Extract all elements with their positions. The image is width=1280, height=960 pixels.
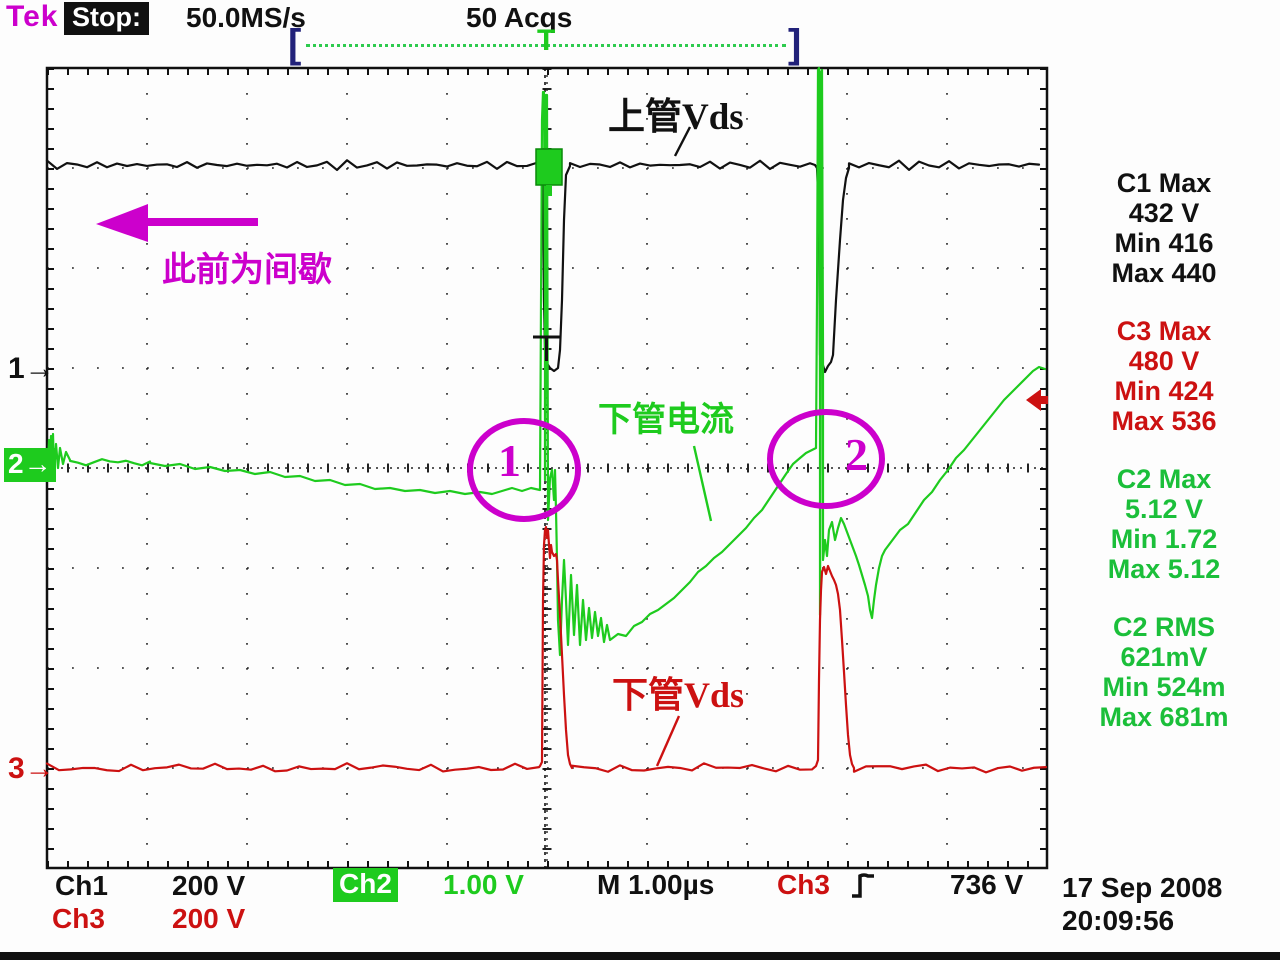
measurement-block: C1 Max 432 V Min 416 Max 440: [1056, 168, 1272, 288]
annotation-leader-line-3: [655, 715, 681, 767]
measurement-line: 432 V: [1128, 198, 1200, 228]
window-bracket-right: ]: [788, 22, 802, 66]
window-dotted-line: [306, 44, 786, 47]
measurement-line: 480 V: [1128, 346, 1200, 376]
ch2-scale-readout: 1.00 V: [443, 869, 524, 900]
measurement-readouts: C1 Max 432 V Min 416 Max 440 C3 Max 480 V Min …: [1056, 168, 1272, 760]
highlight-circle-2: [767, 409, 885, 509]
trigger-point-flag: [535, 148, 563, 186]
measurement-line: Max 5.12: [1107, 554, 1221, 584]
timebase-readout: M 1.00µs: [597, 869, 715, 900]
trigger-slope-icon: [852, 873, 874, 898]
measurement-line: Min 524m: [1102, 672, 1226, 702]
trace-ch1: [45, 159, 1041, 374]
measurement-line: Min 424: [1114, 376, 1214, 406]
measurement-line: 5.12 V: [1124, 494, 1204, 524]
annotation-leader-line-2: [692, 445, 713, 522]
time-readout: 20:09:56: [1062, 905, 1175, 936]
measurement-line: Max 681m: [1099, 702, 1229, 732]
measurement-line: Max 440: [1111, 258, 1217, 288]
measurement-line: 621mV: [1120, 642, 1208, 672]
ch1-reference-marker: 1→: [8, 352, 55, 385]
intermittent-label: 此前为间歇: [162, 252, 332, 289]
tek-logo: Tek: [6, 0, 59, 33]
ch1-label: Ch1: [55, 870, 108, 901]
ch2-label-badge: Ch2: [333, 868, 398, 902]
measurement-block: C2 Max 5.12 V Min 1.72 Max 5.12: [1056, 464, 1272, 584]
measurement-line: Min 416: [1114, 228, 1214, 258]
upper-vds-label: 上管Vds: [608, 97, 744, 138]
highlight-circle-1: [467, 418, 581, 522]
measurement-line: C2 Max: [1116, 464, 1212, 494]
measurement-block: C3 Max 480 V Min 424 Max 536: [1056, 316, 1272, 436]
lower-vds-label: 下管Vds: [612, 675, 745, 715]
ch1-scale-readout: 200 V: [172, 870, 246, 901]
measurement-line: Min 1.72: [1110, 524, 1218, 554]
measurement-line: C1 Max: [1116, 168, 1212, 198]
ch3-label: Ch3: [52, 903, 105, 934]
trigger-source-readout: Ch3: [777, 869, 830, 900]
trace-ch3: [45, 525, 1048, 774]
ch3-scale-readout: 200 V: [172, 903, 246, 934]
bottom-border-strip: [0, 952, 1280, 960]
highlight-circle-label-2: 2: [845, 429, 868, 480]
trace-ch2: [46, 66, 1047, 657]
intermittent-arrow-head: [96, 204, 148, 242]
ch2-reference-marker: 2→: [4, 448, 56, 482]
trigger-point-flag-stem: [546, 185, 552, 196]
acquisition-count: 50 Acqs: [466, 2, 573, 33]
measurement-block: C2 RMS 621mV Min 524m Max 681m: [1056, 612, 1272, 732]
measurement-line: Max 536: [1111, 406, 1217, 436]
run-state-badge: Stop:: [64, 2, 149, 35]
measurement-line: C3 Max: [1116, 316, 1212, 346]
lower-current-label: 下管电流: [598, 402, 734, 439]
trigger-level-readout: 736 V: [950, 869, 1024, 900]
trigger-level-arrow-icon: [1026, 389, 1048, 411]
highlight-circle-label-1: 1: [498, 435, 521, 486]
measurement-line: C2 RMS: [1112, 612, 1215, 642]
sample-rate-readout: 50.0MS/s: [186, 2, 306, 33]
annotation-leader-line-1: [673, 126, 692, 157]
ch3-reference-marker: 3→: [8, 752, 55, 785]
window-bracket-left: [: [288, 22, 302, 66]
trigger-position-t-icon: T: [537, 24, 556, 57]
date-readout: 17 Sep 2008: [1062, 872, 1223, 903]
